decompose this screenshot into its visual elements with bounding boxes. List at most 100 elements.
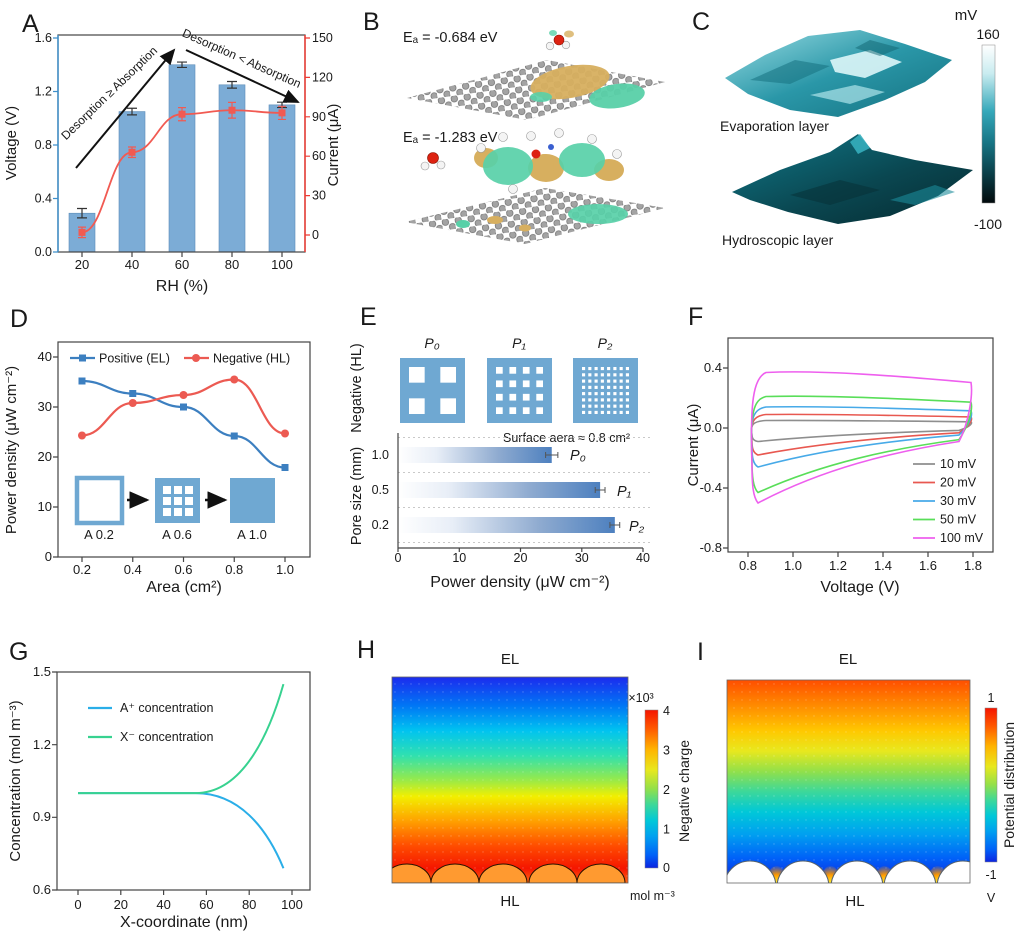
svg-text:90: 90 [312, 110, 326, 124]
legend-marker-positive [79, 354, 86, 362]
voltage-bar [268, 104, 296, 253]
data-point [281, 429, 289, 438]
panel-letter-f: F [688, 303, 703, 331]
legend-label-positive: Positive (EL) [99, 352, 170, 366]
y-axis-label: Concentration (mol m⁻³) [7, 700, 24, 861]
svg-text:0.8: 0.8 [225, 562, 243, 577]
gridlines [398, 437, 650, 543]
evaporation-layer-label: Evaporation layer [720, 118, 829, 134]
y-tick-labels: 0.4 0.0 -0.4 -0.8 [700, 360, 722, 555]
svg-text:1.0: 1.0 [784, 558, 802, 573]
svg-text:0.6: 0.6 [33, 882, 51, 897]
x-tick-labels: 0.8 1.0 1.2 1.4 1.6 1.8 [739, 558, 982, 573]
surface-area-note: Surface aera ≈ 0.8 cm² [503, 431, 630, 445]
colorbar-max: 1 [988, 691, 995, 705]
svg-text:0.8: 0.8 [35, 138, 52, 152]
inset-square-solid [230, 478, 275, 523]
svg-text:10: 10 [452, 551, 466, 565]
data-point [78, 377, 86, 385]
data-point [78, 431, 86, 440]
x-tick-marks [77, 890, 293, 895]
colorbar-min: -100 [974, 216, 1002, 232]
power-bar [398, 517, 615, 533]
svg-text:10 mV: 10 mV [940, 457, 977, 471]
x-axis-label: RH (%) [156, 278, 208, 295]
y-tick-marks [53, 356, 58, 558]
y-tick-labels: 0.6 0.9 1.2 1.5 [33, 664, 51, 897]
y-axis-label: Pore size (mm) [349, 447, 365, 545]
svg-text:0: 0 [74, 897, 81, 912]
svg-text:2: 2 [663, 783, 670, 797]
svg-text:1: 1 [663, 823, 670, 837]
data-point [230, 375, 239, 384]
current-point [128, 148, 136, 156]
water-molecule-1 [545, 30, 574, 51]
x-tick-marks [397, 548, 644, 552]
panel-d: D 0 10 20 30 40 0.2 0.4 0.6 0.8 1.0 Posi… [0, 300, 345, 600]
svg-text:-0.8: -0.8 [700, 540, 722, 555]
potential-colorbar [984, 707, 998, 863]
cv-loop [750, 419, 973, 443]
scallop-cutouts [727, 860, 970, 883]
svg-text:0.4: 0.4 [35, 192, 52, 206]
current-point [278, 109, 286, 117]
right-tick-labels: 0 30 60 90 120 150 [312, 31, 333, 242]
panel-letter-g: G [9, 638, 28, 666]
adsorption-energy-1: Eₐ = -0.684 eV [403, 30, 498, 46]
cv-loop [750, 413, 973, 456]
inset-square-open [74, 475, 125, 526]
svg-text:30: 30 [38, 399, 52, 414]
svg-text:40: 40 [125, 257, 139, 272]
power-bar [398, 482, 601, 498]
svg-text:-0.4: -0.4 [700, 480, 722, 495]
pore-size-bars [398, 447, 621, 533]
inset-square-grid [155, 478, 200, 523]
data-point [230, 432, 238, 440]
x-axis-label: Power density (μW cm⁻²) [430, 574, 609, 591]
svg-text:0: 0 [395, 551, 402, 565]
power-bar [398, 447, 552, 463]
svg-text:60: 60 [312, 149, 326, 163]
svg-text:20 mV: 20 mV [940, 476, 977, 490]
negative-charge-heatmap [392, 677, 628, 883]
colorbar-unit: mol m⁻³ [630, 889, 675, 903]
left-tick-marks [53, 37, 58, 253]
x-tick-marks [81, 557, 286, 562]
colorbar-min: -1 [985, 868, 996, 882]
svg-text:1.2: 1.2 [33, 737, 51, 752]
svg-text:20: 20 [114, 897, 128, 912]
svg-text:0.4: 0.4 [124, 562, 142, 577]
el-label: EL [501, 651, 519, 668]
legend-label-negative: Negative (HL) [213, 352, 290, 366]
svg-text:1.2: 1.2 [829, 558, 847, 573]
category-labels: 1.0 0.5 0.2 [372, 448, 389, 532]
svg-text:1.5: 1.5 [33, 664, 51, 679]
hydroscopic-layer-surface [732, 134, 973, 224]
power-density-lines [78, 375, 289, 471]
water-molecule-2 [420, 152, 446, 171]
svg-text:0: 0 [312, 228, 319, 242]
left-tick-labels: 0.0 0.4 0.8 1.2 1.6 [35, 31, 52, 259]
hydroscopic-layer-label: Hydroscopic layer [722, 232, 834, 248]
svg-text:P₁: P₁ [512, 335, 526, 351]
cv-loop [750, 395, 973, 494]
charge-colorbar [644, 709, 659, 869]
svg-text:20: 20 [75, 257, 89, 272]
inset-label-2: A 0.6 [162, 527, 192, 542]
colorbar-unit: mV [955, 7, 978, 24]
panel-e: E Negative (HL) P₀ P₁ P₂ Surface aera ≈ … [345, 300, 685, 600]
legend: A⁺ concentration X⁻ concentration [88, 701, 214, 744]
svg-text:150: 150 [312, 31, 333, 45]
x-tick-labels: 0 20 40 60 80 100 [74, 897, 302, 912]
bar-labels: P₀ P₁ P₂ [570, 448, 645, 535]
current-point [228, 106, 236, 114]
plot-frame [56, 671, 311, 891]
svg-text:0.2: 0.2 [372, 518, 389, 532]
svg-text:0.0: 0.0 [35, 245, 52, 259]
colorbar-scale: ×10³ [628, 691, 653, 705]
charge-isosurface-2 [456, 204, 628, 232]
panel-letter-c: C [692, 8, 710, 36]
panel-g: G 0.6 0.9 1.2 1.5 0 20 40 60 80 100 A⁺ c… [0, 610, 345, 933]
data-point [129, 390, 137, 397]
